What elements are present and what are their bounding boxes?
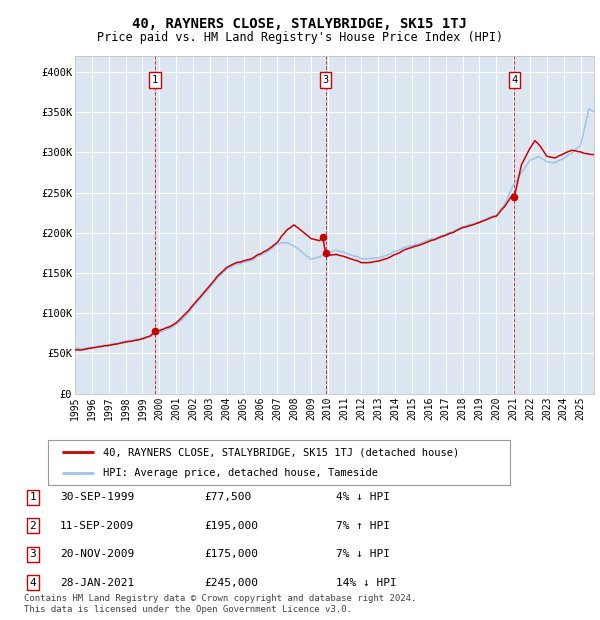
Text: 4: 4 [511,75,518,85]
Text: 20-NOV-2009: 20-NOV-2009 [60,549,134,559]
Text: 2: 2 [29,521,37,531]
Text: 7% ↑ HPI: 7% ↑ HPI [336,521,390,531]
Text: 3: 3 [323,75,329,85]
Text: 4: 4 [29,578,37,588]
Text: 7% ↓ HPI: 7% ↓ HPI [336,549,390,559]
Text: 11-SEP-2009: 11-SEP-2009 [60,521,134,531]
Text: 14% ↓ HPI: 14% ↓ HPI [336,578,397,588]
Text: £195,000: £195,000 [204,521,258,531]
Text: 40, RAYNERS CLOSE, STALYBRIDGE, SK15 1TJ (detached house): 40, RAYNERS CLOSE, STALYBRIDGE, SK15 1TJ… [103,447,460,458]
Text: £77,500: £77,500 [204,492,251,502]
Text: 1: 1 [29,492,37,502]
Text: 3: 3 [29,549,37,559]
Text: Contains HM Land Registry data © Crown copyright and database right 2024.
This d: Contains HM Land Registry data © Crown c… [24,594,416,614]
Text: Price paid vs. HM Land Registry's House Price Index (HPI): Price paid vs. HM Land Registry's House … [97,31,503,44]
Text: 4% ↓ HPI: 4% ↓ HPI [336,492,390,502]
Text: 1: 1 [152,75,158,85]
Text: £245,000: £245,000 [204,578,258,588]
Text: 30-SEP-1999: 30-SEP-1999 [60,492,134,502]
Text: £175,000: £175,000 [204,549,258,559]
Text: 28-JAN-2021: 28-JAN-2021 [60,578,134,588]
Text: 40, RAYNERS CLOSE, STALYBRIDGE, SK15 1TJ: 40, RAYNERS CLOSE, STALYBRIDGE, SK15 1TJ [133,17,467,32]
Text: HPI: Average price, detached house, Tameside: HPI: Average price, detached house, Tame… [103,467,379,478]
